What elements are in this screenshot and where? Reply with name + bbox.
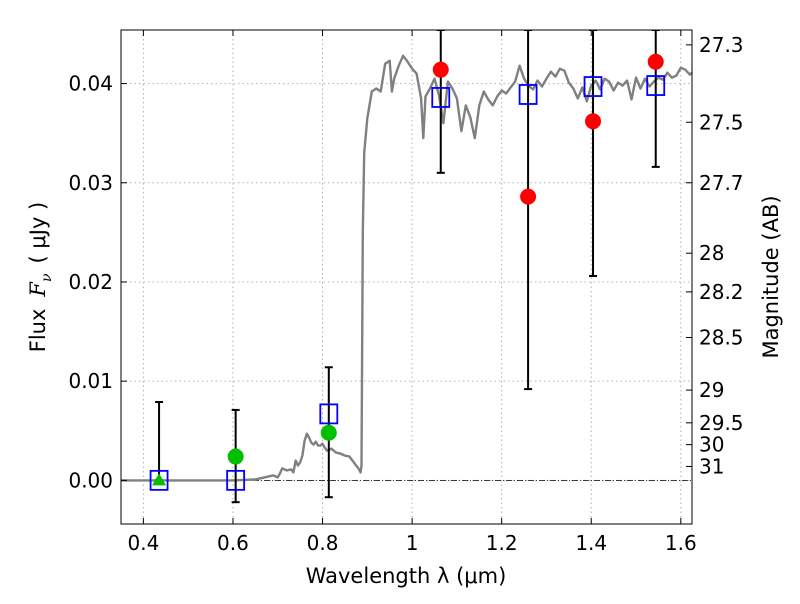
model-photometry-square	[149, 469, 169, 491]
infrared-flux-point	[647, 53, 664, 70]
infrared-flux-point	[585, 113, 602, 130]
plot-frame	[120, 29, 693, 525]
magnitude-tick-label: 29	[699, 378, 724, 402]
x-axis-label: Wavelength λ (μm)	[306, 564, 507, 588]
x-tick-label: 1.2	[486, 531, 518, 555]
optical-flux-point	[227, 448, 244, 465]
y-axis-label-unit: ( μJy )	[26, 202, 50, 264]
model-photometry-square	[319, 403, 339, 425]
plot-area	[121, 30, 692, 504]
infrared-flux-point	[520, 188, 537, 205]
y-axis-label-word: Flux	[26, 309, 50, 353]
optical-flux-point	[320, 424, 337, 441]
magnitude-tick-label: 28	[699, 241, 724, 265]
y-axis-label: Flux Fν ( μJy )	[26, 202, 55, 352]
upper-limit-triangle-marker	[152, 473, 167, 486]
magnitude-tick-label: 31	[699, 454, 724, 478]
x-tick-label: 1.6	[665, 531, 697, 555]
axis-ticks: 0.4 0.6 0.8 1 1.2 1.4 1.6 0.00 0.01 0.02 0.03 0.04 2…	[68, 30, 744, 555]
x-tick-label: 0.6	[217, 531, 249, 555]
y-tick-label: 0.03	[68, 171, 113, 195]
y-axis-label-symbol: F	[26, 281, 50, 298]
y-axis-label-subscript: ν	[39, 273, 55, 282]
magnitude-tick-label: 28.2	[699, 280, 744, 304]
x-tick-label: 1	[406, 531, 419, 555]
x-tick-label: 0.4	[127, 531, 159, 555]
y-tick-label: 0.01	[68, 369, 113, 393]
magnitude-tick-label: 27.7	[699, 171, 744, 195]
right-axis-label: Magnitude (AB)	[759, 195, 783, 358]
model-photometry-square	[518, 84, 538, 105]
magnitude-tick-label: 27.3	[699, 33, 744, 57]
model-photometry-square	[431, 87, 451, 108]
plot-series	[121, 30, 692, 504]
x-tick-label: 0.8	[307, 531, 339, 555]
model-spectrum-line	[121, 54, 692, 482]
magnitude-tick-label: 27.5	[699, 110, 744, 134]
model-photometry-square	[226, 469, 246, 491]
y-tick-label: 0.04	[68, 72, 113, 96]
y-tick-label: 0.02	[68, 270, 113, 294]
magnitude-tick-label: 29.5	[699, 411, 744, 435]
infrared-flux-point	[432, 61, 449, 78]
magnitude-tick-label: 28.5	[699, 326, 744, 350]
magnitude-tick-label: 30	[699, 433, 724, 457]
model-photometry-square	[646, 75, 666, 96]
x-tick-label: 1.4	[575, 531, 607, 555]
y-tick-label: 0.00	[68, 468, 113, 492]
model-photometry-square	[583, 76, 603, 97]
